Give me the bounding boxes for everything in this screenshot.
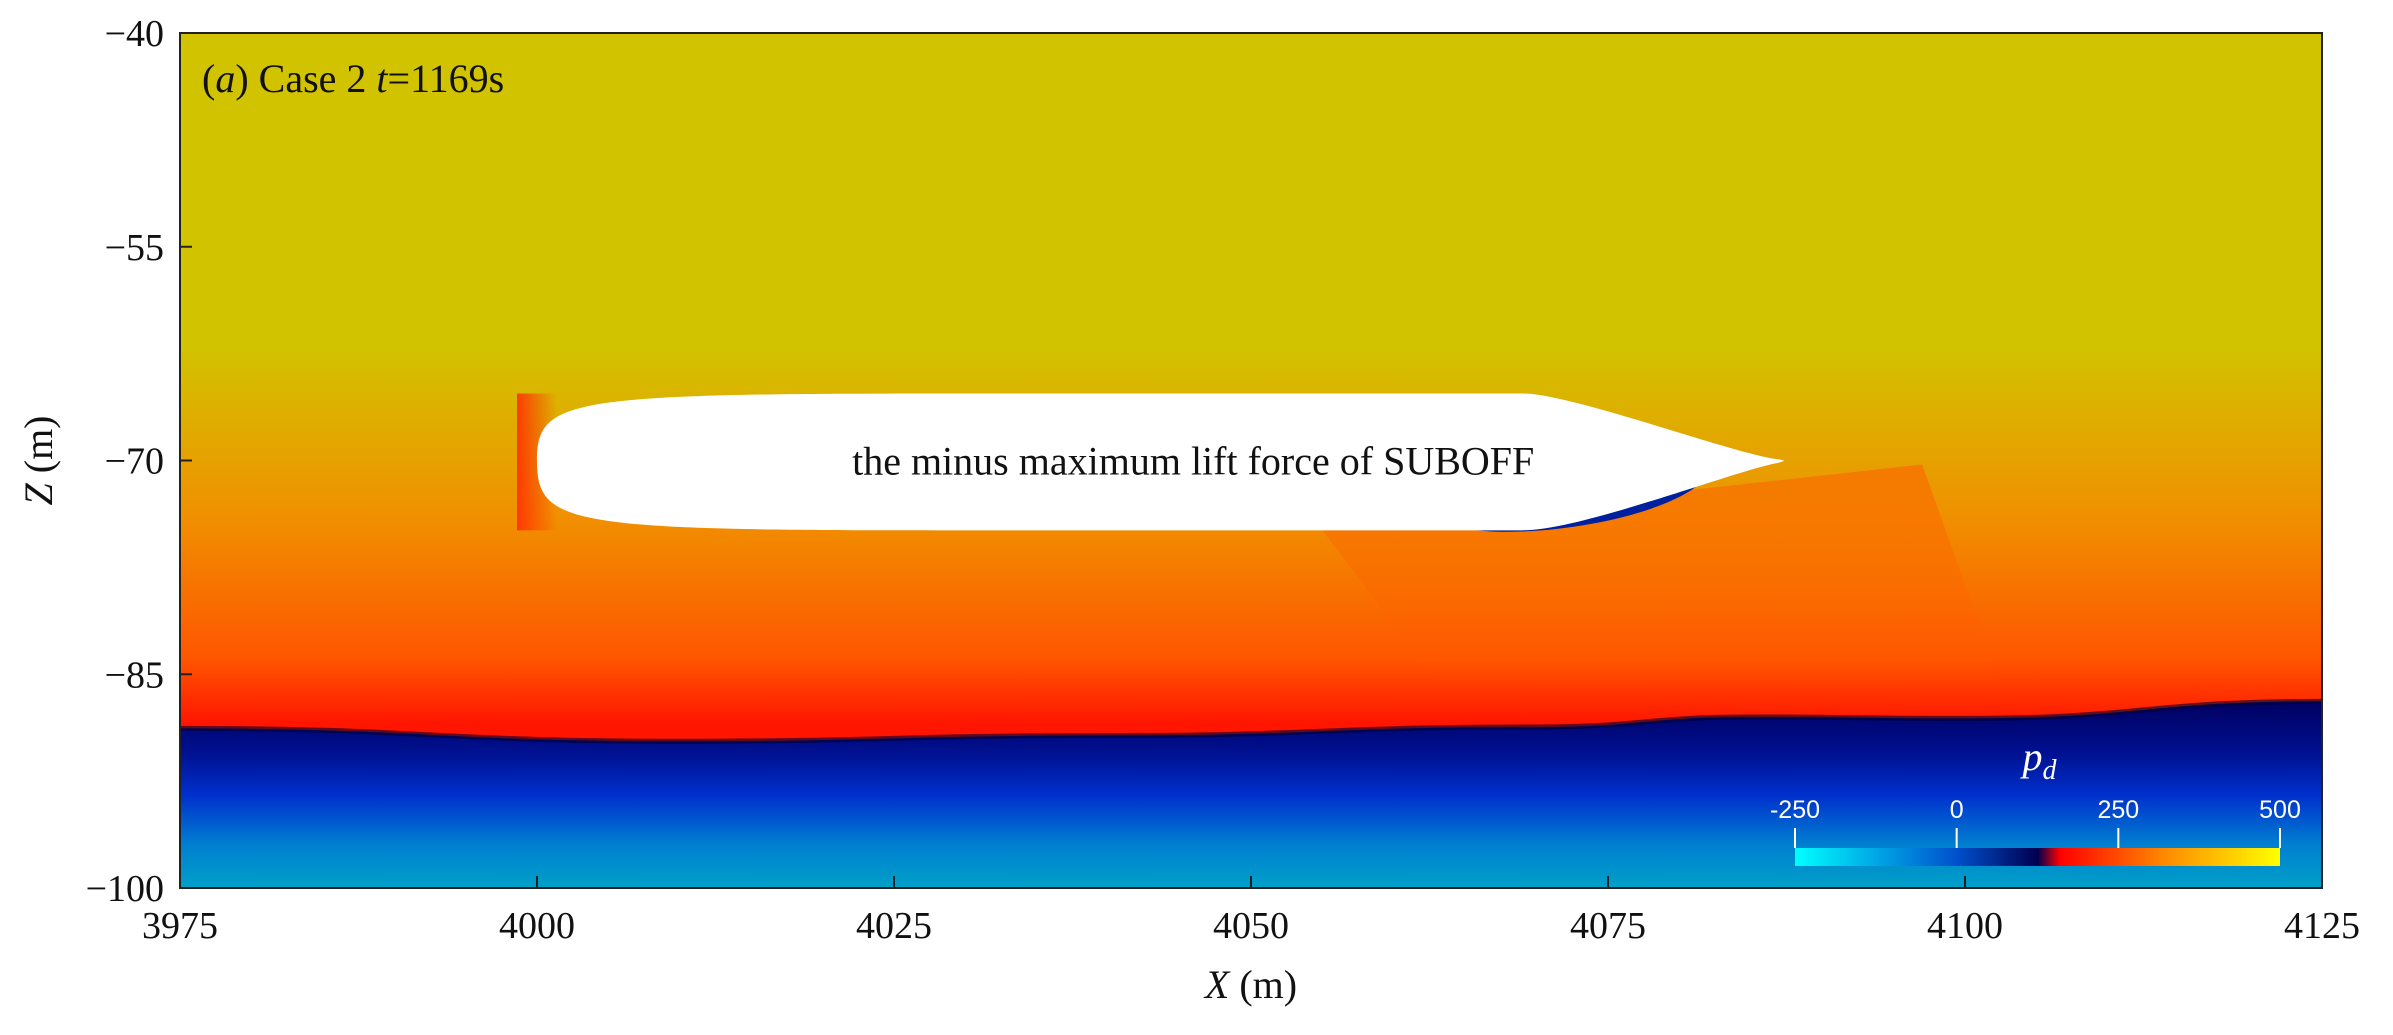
plot-area: the minus maximum lift force of SUBOFF	[180, 33, 2322, 888]
x-tick-label: 4125	[2284, 905, 2360, 947]
x-axis-title: X (m)	[1203, 962, 1297, 1007]
y-axis-title: Z (m)	[16, 415, 61, 505]
y-axis-ticks: −40 −55 −70 −85 −100	[86, 13, 192, 910]
panel-label: (a) Case 2 t=1169s	[202, 56, 504, 101]
y-tick-label: −100	[86, 868, 164, 910]
y-tick-label: −55	[105, 227, 164, 269]
hull-label: the minus maximum lift force of SUBOFF	[852, 439, 1534, 484]
x-tick-label: 3975	[142, 905, 218, 947]
x-axis-ticks: 3975 4000 4025 4050 4075 4100 4125	[142, 876, 2360, 947]
y-tick-label: −40	[105, 13, 164, 55]
colorbar-ticks: -250 0 250 500	[1770, 796, 2301, 848]
colorbar-tick-label: 500	[2259, 796, 2301, 824]
colorbar-tick-label: 250	[2097, 796, 2139, 824]
colorbar-bar	[1795, 848, 2280, 866]
low-pressure-region	[180, 701, 2322, 888]
x-tick-label: 4100	[1927, 905, 2003, 947]
colorbar-title: pd	[2020, 734, 2058, 786]
colorbar-tick-label: 0	[1950, 796, 1964, 824]
interface-line	[180, 698, 2322, 744]
y-tick-label: −70	[105, 441, 164, 483]
x-tick-label: 4000	[499, 905, 575, 947]
x-tick-label: 4075	[1570, 905, 1646, 947]
colorbar-tick-label: -250	[1770, 796, 1820, 824]
x-tick-label: 4050	[1213, 905, 1289, 947]
y-tick-label: −85	[105, 654, 164, 696]
x-tick-label: 4025	[856, 905, 932, 947]
suboff-hull	[537, 393, 1784, 531]
colorbar: pd -250 0 250 500	[1770, 734, 2301, 866]
